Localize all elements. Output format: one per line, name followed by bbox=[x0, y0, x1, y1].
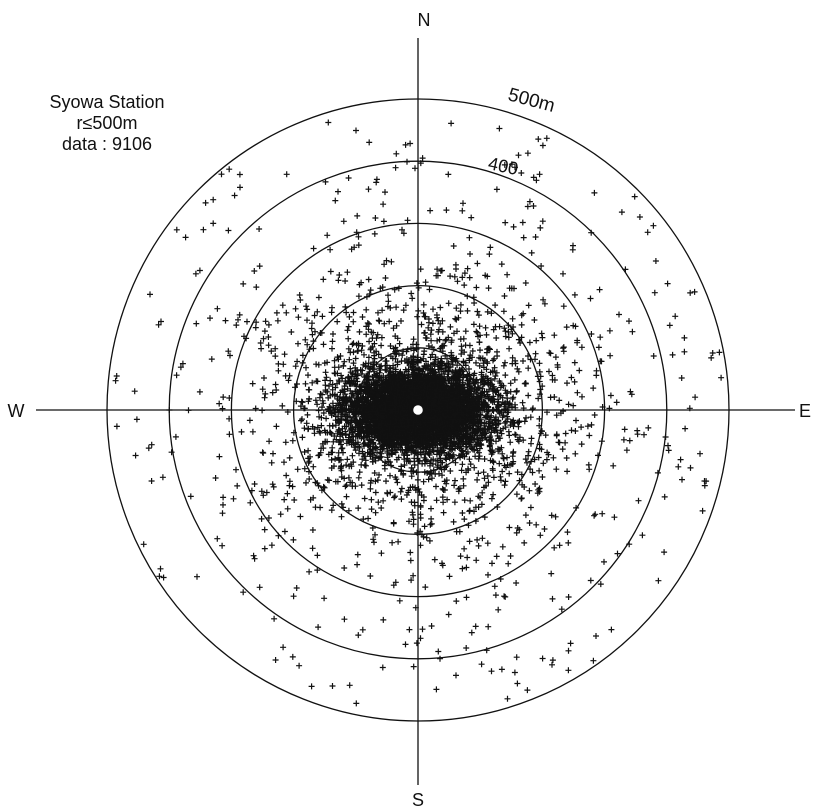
data-count-label: data : 9106 bbox=[61, 134, 153, 154]
radius-filter-label: r≤500m bbox=[76, 113, 138, 133]
chart-title: Syowa Station bbox=[49, 92, 165, 112]
west-label: W bbox=[8, 401, 25, 421]
ring-label-400: 400 bbox=[486, 153, 520, 179]
ring-label-500: 500m bbox=[506, 84, 557, 117]
data-point-batch-14 bbox=[155, 120, 723, 669]
south-label: S bbox=[412, 790, 424, 809]
station-info: Syowa Station r≤500m data : 9106 bbox=[22, 92, 192, 155]
data-point-batch-13 bbox=[112, 119, 725, 707]
east-label: E bbox=[799, 401, 811, 421]
north-label: N bbox=[418, 10, 431, 30]
station-center-marker bbox=[411, 403, 425, 417]
